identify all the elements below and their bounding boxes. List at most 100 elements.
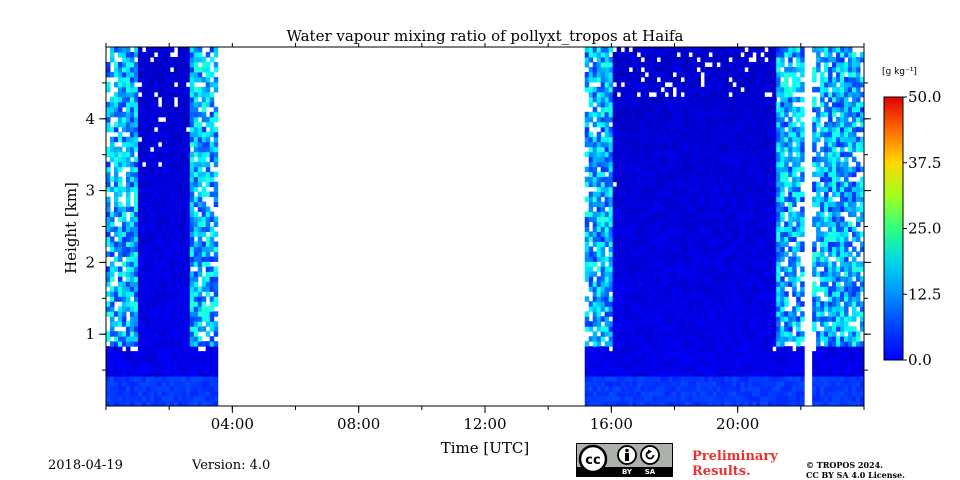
heatmap-cell (181, 381, 187, 387)
heatmap-cell (616, 216, 622, 223)
heatmap-cell (145, 246, 151, 252)
heatmap-cell (161, 286, 167, 292)
heatmap-cell (177, 191, 183, 198)
heatmap-cell (692, 356, 697, 362)
heatmap-cell (185, 101, 191, 108)
heatmap-cell (760, 381, 765, 387)
heatmap-cell (145, 361, 151, 367)
heatmap-cell (193, 381, 199, 387)
heatmap-cell (600, 226, 606, 232)
heatmap-cell (676, 171, 681, 178)
heatmap-cell (700, 176, 705, 183)
heatmap-cell (648, 191, 654, 198)
heatmap-cell (760, 101, 765, 108)
heatmap-cell (744, 336, 749, 342)
heatmap-cell (696, 166, 701, 173)
heatmap-cell (201, 311, 207, 317)
heatmap-cell (656, 321, 662, 327)
heatmap-cell (173, 286, 179, 292)
heatmap-cell (716, 216, 721, 223)
heatmap-cell (121, 341, 127, 347)
heatmap-cell (620, 211, 626, 218)
heatmap-cell (696, 401, 701, 406)
heatmap-cell (752, 276, 757, 282)
heatmap-cell (724, 106, 729, 113)
heatmap-cell (149, 256, 155, 262)
heatmap-cell (712, 341, 717, 347)
heatmap-cell (612, 146, 618, 153)
heatmap-cell (684, 316, 689, 322)
heatmap-cell (696, 156, 701, 163)
heatmap-cell (632, 201, 638, 208)
heatmap-cell (616, 231, 622, 237)
heatmap-cell (113, 231, 119, 237)
heatmap-cell (668, 296, 674, 302)
heatmap-cell (632, 336, 638, 342)
heatmap-cell (125, 91, 131, 98)
heatmap-cell (612, 226, 618, 232)
heatmap-cell (588, 216, 594, 223)
heatmap-cell (189, 131, 195, 138)
heatmap-cell (628, 306, 634, 312)
heatmap-cell (592, 47, 598, 53)
heatmap-cell (596, 171, 602, 178)
heatmap-cell (181, 101, 187, 108)
heatmap-cell (680, 356, 685, 362)
heatmap-cell (748, 306, 753, 312)
heatmap-cell (740, 366, 745, 372)
heatmap-cell (141, 276, 147, 282)
heatmap-cell (197, 271, 203, 277)
heatmap-cell (169, 196, 175, 203)
heatmap-cell (592, 361, 598, 367)
heatmap-cell (620, 226, 626, 232)
heatmap-cell (628, 201, 634, 208)
heatmap-cell (185, 381, 191, 387)
heatmap-cell (620, 196, 626, 203)
heatmap-cell (141, 196, 147, 203)
heatmap-cell (676, 56, 681, 63)
heatmap-cell (640, 246, 646, 252)
heatmap-cell (696, 276, 701, 282)
heatmap-cell (640, 326, 646, 332)
heatmap-cell (173, 256, 179, 262)
heatmap-cell (201, 351, 207, 357)
heatmap-cell (189, 51, 195, 58)
heatmap-cell (177, 291, 183, 297)
heatmap-cell (672, 236, 677, 242)
heatmap-cell (708, 96, 713, 103)
heatmap-cell (201, 216, 207, 223)
heatmap-cell (600, 141, 606, 148)
heatmap-cell (736, 251, 741, 257)
heatmap-cell (145, 96, 151, 103)
heatmap-cell (189, 361, 195, 367)
heatmap-cell (600, 86, 606, 93)
heatmap-cell (624, 261, 630, 267)
heatmap-cell (129, 151, 135, 158)
heatmap-cell (700, 66, 705, 73)
heatmap-cell (744, 306, 749, 312)
heatmap-cell (125, 121, 131, 128)
heatmap-cell (720, 116, 725, 123)
heatmap-cell (716, 126, 721, 133)
heatmap-cell (588, 346, 594, 352)
heatmap-cell (728, 116, 733, 123)
heatmap-cell (632, 341, 638, 347)
heatmap-cell (744, 116, 749, 123)
heatmap-cell (612, 141, 618, 148)
heatmap-cell (672, 171, 677, 178)
heatmap-cell (664, 261, 670, 267)
heatmap-cell (113, 186, 119, 193)
heatmap-cell (760, 401, 765, 406)
heatmap-cell (756, 176, 761, 183)
heatmap-cell (165, 261, 171, 267)
heatmap-cell (756, 346, 761, 352)
heatmap-cell (744, 141, 749, 148)
heatmap-cell (720, 366, 725, 372)
heatmap-cell (145, 61, 151, 68)
heatmap-cell (125, 351, 131, 357)
heatmap-cell (608, 126, 614, 133)
heatmap-cell (684, 161, 689, 168)
heatmap-cell (752, 316, 757, 322)
heatmap-cell (133, 381, 139, 387)
